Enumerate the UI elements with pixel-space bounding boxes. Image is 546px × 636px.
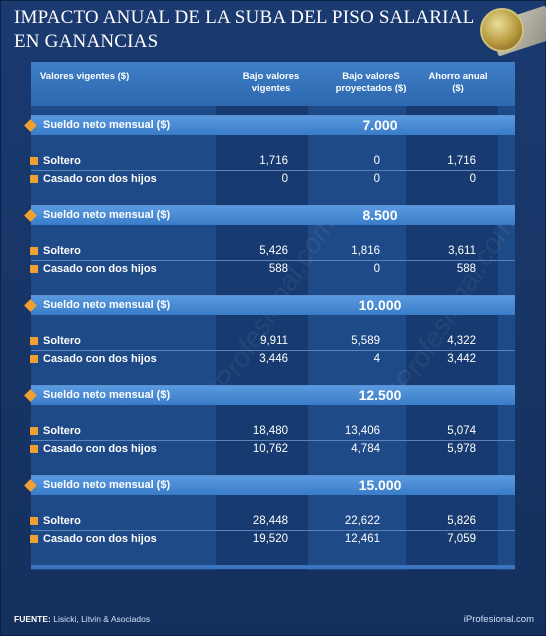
cell-bajo-vigentes: 19,520 xyxy=(252,533,288,545)
row-divider xyxy=(31,170,515,171)
header-bajo-valores-proyectados: Bajo valoreS proyectados ($) xyxy=(335,71,407,94)
cell-bajo-proyectados: 0 xyxy=(373,173,380,185)
cell-bajo-vigentes: 1,716 xyxy=(259,155,288,167)
square-bullet-icon xyxy=(30,535,38,543)
square-bullet-icon xyxy=(30,517,38,525)
square-bullet-icon xyxy=(30,157,38,165)
row-label-soltero: Soltero xyxy=(43,515,81,527)
group-value: 8.500 xyxy=(362,207,398,223)
group-label: Sueldo neto mensual ($) xyxy=(43,299,171,311)
row-divider xyxy=(31,530,515,531)
footer-source: FUENTE: Lisicki, Litvin & Asociados xyxy=(14,614,150,624)
cell-bajo-vigentes: 10,762 xyxy=(252,443,288,455)
row-divider xyxy=(31,260,515,261)
cell-bajo-proyectados: 13,406 xyxy=(344,425,380,437)
header-ahorro-anual: Ahorro anual ($) xyxy=(428,71,488,94)
cell-ahorro-anual: 588 xyxy=(456,263,476,275)
square-bullet-icon xyxy=(30,355,38,363)
cell-ahorro-anual: 4,322 xyxy=(447,335,476,347)
row-label-soltero: Soltero xyxy=(43,335,81,347)
row-label-casado: Casado con dos hijos xyxy=(43,263,157,275)
square-bullet-icon xyxy=(30,247,38,255)
table-bottom-bar xyxy=(31,565,515,569)
cell-bajo-proyectados: 22,622 xyxy=(344,515,380,527)
cell-bajo-proyectados: 0 xyxy=(373,155,380,167)
group-value: 12.500 xyxy=(358,387,402,403)
square-bullet-icon xyxy=(30,445,38,453)
group-band-10000 xyxy=(31,295,515,315)
cell-bajo-vigentes: 3,446 xyxy=(259,353,288,365)
cell-bajo-vigentes: 5,426 xyxy=(259,245,288,257)
cell-bajo-vigentes: 588 xyxy=(268,263,288,275)
group-band-12500 xyxy=(31,385,515,405)
row-divider xyxy=(31,350,515,351)
group-label: Sueldo neto mensual ($) xyxy=(43,389,171,401)
cell-bajo-proyectados: 4,784 xyxy=(351,443,380,455)
row-label-casado: Casado con dos hijos xyxy=(43,173,157,185)
cell-bajo-vigentes: 0 xyxy=(281,173,288,185)
square-bullet-icon xyxy=(30,337,38,345)
cell-ahorro-anual: 3,442 xyxy=(447,353,476,365)
row-label-soltero: Soltero xyxy=(43,245,81,257)
group-value: 15.000 xyxy=(358,477,402,493)
group-label: Sueldo neto mensual ($) xyxy=(43,209,171,221)
header-bajo-valores-vigentes: Bajo valores vigentes xyxy=(242,71,300,94)
cell-bajo-proyectados: 4 xyxy=(373,353,380,365)
cell-bajo-proyectados: 5,589 xyxy=(351,335,380,347)
coin-and-bill-illustration xyxy=(478,0,546,62)
row-label-soltero: Soltero xyxy=(43,155,81,167)
cell-ahorro-anual: 5,978 xyxy=(447,443,476,455)
footer-source-label: FUENTE: xyxy=(14,614,51,624)
row-divider xyxy=(31,440,515,441)
table-header xyxy=(31,62,515,106)
group-label: Sueldo neto mensual ($) xyxy=(43,479,171,491)
cell-bajo-vigentes: 18,480 xyxy=(252,425,288,437)
group-label: Sueldo neto mensual ($) xyxy=(43,119,171,131)
group-band-8500 xyxy=(31,205,515,225)
infographic-title: IMPACTO ANUAL DE LA SUBA DEL PISO SALARI… xyxy=(14,7,474,52)
header-valores-vigentes: Valores vigentes ($) xyxy=(40,71,130,82)
cell-bajo-proyectados: 0 xyxy=(373,263,380,275)
cell-bajo-proyectados: 12,461 xyxy=(344,533,380,545)
cell-bajo-proyectados: 1,816 xyxy=(351,245,380,257)
cell-ahorro-anual: 5,074 xyxy=(447,425,476,437)
square-bullet-icon xyxy=(30,427,38,435)
cell-ahorro-anual: 5,826 xyxy=(447,515,476,527)
coin-image xyxy=(480,8,524,52)
row-label-soltero: Soltero xyxy=(43,425,81,437)
cell-bajo-vigentes: 28,448 xyxy=(252,515,288,527)
row-label-casado: Casado con dos hijos xyxy=(43,353,157,365)
cell-ahorro-anual: 0 xyxy=(469,173,476,185)
row-label-casado: Casado con dos hijos xyxy=(43,443,157,455)
group-band-15000 xyxy=(31,475,515,495)
square-bullet-icon xyxy=(30,265,38,273)
group-value: 7.000 xyxy=(362,117,398,133)
row-label-casado: Casado con dos hijos xyxy=(43,533,157,545)
footer-source-text: Lisicki, Litvin & Asociados xyxy=(53,614,151,624)
group-band-7000 xyxy=(31,115,515,135)
group-value: 10.000 xyxy=(358,297,402,313)
cell-ahorro-anual: 3,611 xyxy=(448,245,476,257)
cell-bajo-vigentes: 9,911 xyxy=(260,335,288,347)
square-bullet-icon xyxy=(30,175,38,183)
footer-brand: iProfesional.com xyxy=(463,614,534,625)
cell-ahorro-anual: 7,059 xyxy=(447,533,476,545)
cell-ahorro-anual: 1,716 xyxy=(447,155,476,167)
